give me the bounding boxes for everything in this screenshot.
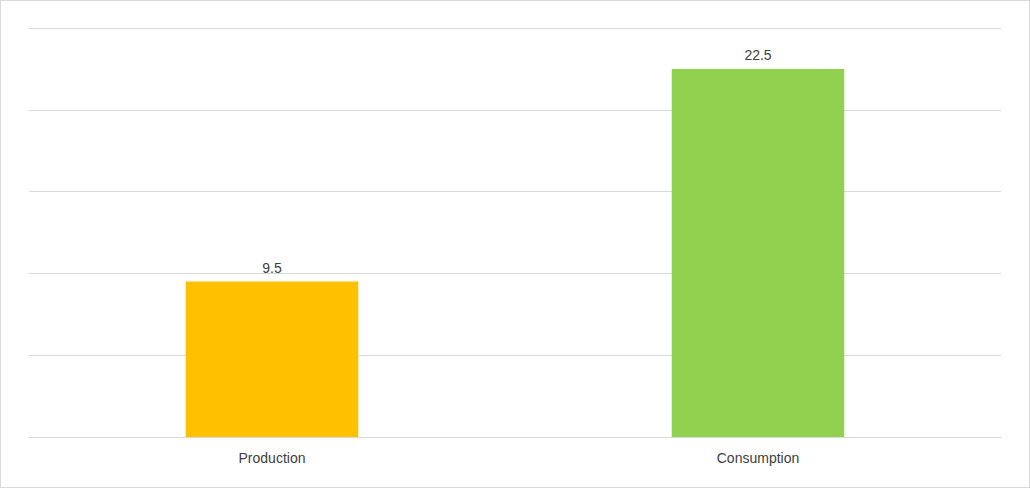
svg-text:9.5: 9.5 <box>262 260 282 276</box>
svg-text:22.5: 22.5 <box>744 47 771 63</box>
svg-text:Consumption: Consumption <box>717 450 800 466</box>
svg-text:Production: Production <box>239 450 306 466</box>
